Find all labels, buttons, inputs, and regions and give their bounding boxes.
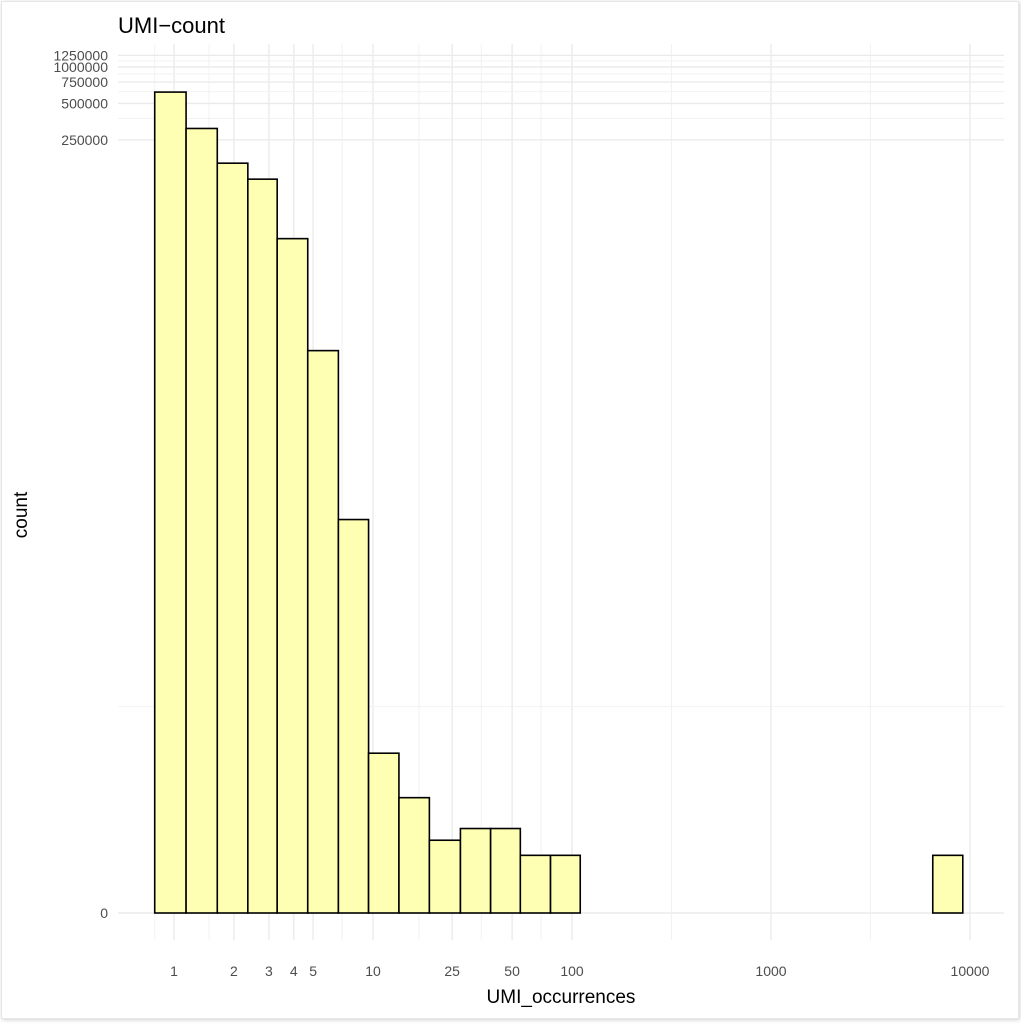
histogram-bar bbox=[337, 518, 370, 914]
bars bbox=[153, 91, 964, 914]
x-tick-label: 4 bbox=[290, 963, 298, 979]
histogram-bar bbox=[153, 91, 187, 914]
x-tick-label: 10000 bbox=[951, 963, 990, 979]
y-tick-label: 750000 bbox=[61, 74, 108, 90]
y-tick-label: 1250000 bbox=[53, 47, 108, 63]
x-tick-label: 25 bbox=[444, 963, 460, 979]
chart-title: UMI−count bbox=[118, 13, 225, 38]
y-axis-title: count bbox=[11, 491, 32, 538]
x-tick-label: 10 bbox=[365, 963, 381, 979]
x-axis-title: UMI_occurrences bbox=[487, 987, 636, 1008]
histogram-bar bbox=[549, 854, 582, 914]
x-tick-label: 50 bbox=[504, 963, 520, 979]
histogram-bar bbox=[276, 237, 309, 914]
histogram-bar bbox=[489, 827, 522, 914]
histogram-bar bbox=[398, 796, 431, 914]
y-tick-label: 0 bbox=[100, 905, 108, 921]
histogram-bar bbox=[459, 827, 492, 914]
histogram-bar bbox=[367, 752, 400, 914]
x-tick-label: 2 bbox=[230, 963, 238, 979]
x-axis-ticks: 1 2 3 4 5 10 25 50 100 1000 10000 bbox=[170, 963, 990, 979]
histogram-bar bbox=[306, 349, 340, 914]
y-tick-label: 250000 bbox=[61, 132, 108, 148]
histogram-bar bbox=[216, 162, 249, 914]
histogram-bar bbox=[428, 839, 462, 914]
y-tick-label: 1000000 bbox=[53, 59, 108, 75]
histogram-bar bbox=[931, 854, 964, 914]
x-tick-label: 1000 bbox=[755, 963, 786, 979]
x-tick-label: 1 bbox=[170, 963, 178, 979]
x-tick-label: 3 bbox=[265, 963, 273, 979]
x-tick-label: 5 bbox=[309, 963, 317, 979]
histogram-bar bbox=[185, 127, 219, 914]
histogram-bar bbox=[519, 854, 552, 914]
histogram-bar bbox=[247, 178, 278, 914]
y-tick-label: 500000 bbox=[61, 95, 108, 111]
x-tick-label: 100 bbox=[560, 963, 584, 979]
